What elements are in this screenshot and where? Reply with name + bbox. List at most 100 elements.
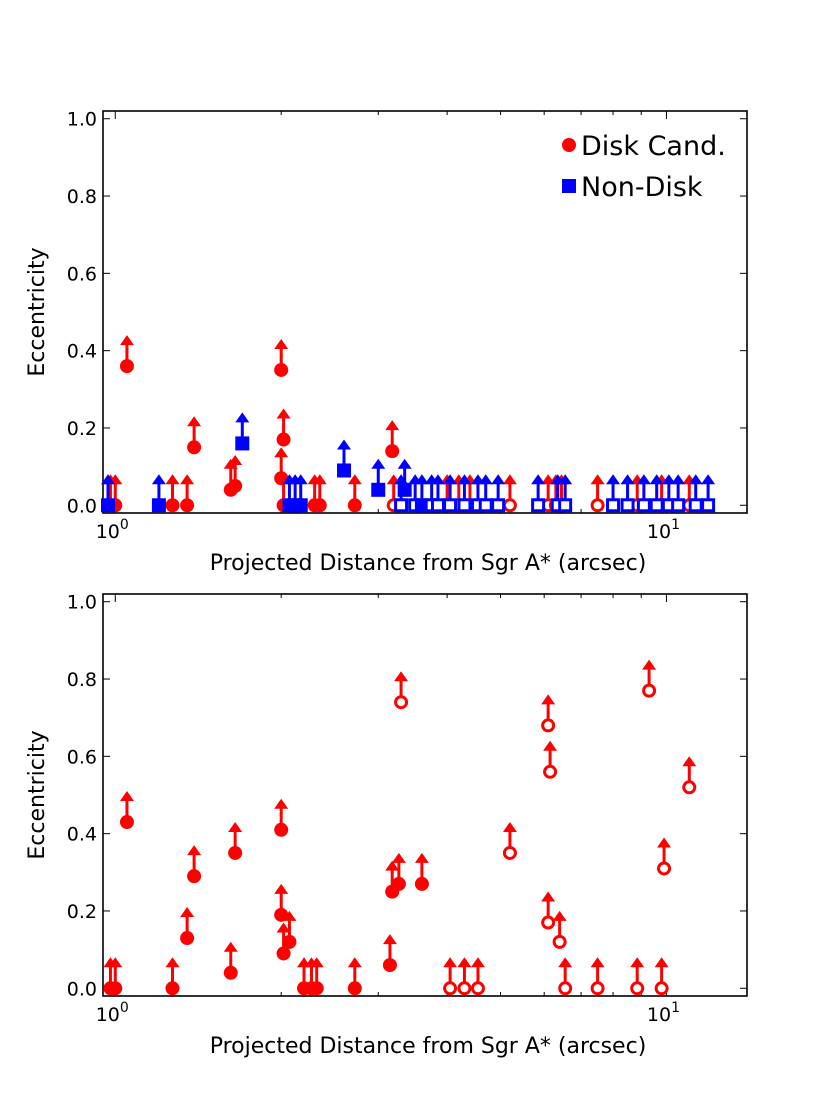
lower-limit-arrow-head xyxy=(385,860,400,871)
data-point xyxy=(443,474,458,513)
data-marker-square-open xyxy=(394,498,409,513)
data-marker-circle-open xyxy=(470,981,485,996)
data-marker-circle-open xyxy=(443,981,458,996)
data-marker-square xyxy=(293,498,308,513)
data-point xyxy=(119,335,134,374)
data-point xyxy=(414,852,429,891)
lower-limit-arrow-head xyxy=(590,474,605,485)
data-point xyxy=(382,934,397,973)
lower-limit-arrow-head xyxy=(309,957,324,968)
lower-limit-arrow-head xyxy=(180,474,195,485)
data-marker-circle xyxy=(165,981,180,996)
data-point xyxy=(397,458,412,497)
y-axis-label: Eccentricity xyxy=(25,247,50,376)
y-tick-label: 1.0 xyxy=(67,109,97,131)
data-point xyxy=(100,474,115,513)
y-tick-label: 0.6 xyxy=(67,746,97,768)
data-marker-circle xyxy=(309,981,324,996)
data-marker-circle xyxy=(347,498,362,513)
lower-limit-arrow-head xyxy=(394,671,409,682)
lower-limit-arrow-head xyxy=(457,957,472,968)
lower-limit-arrow-head xyxy=(165,474,180,485)
data-point xyxy=(312,474,327,513)
data-marker-square xyxy=(235,436,250,451)
data-point xyxy=(531,474,546,513)
data-marker-square xyxy=(100,498,115,513)
legend-label: Non-Disk xyxy=(581,172,703,203)
series-non-disk xyxy=(100,412,716,513)
lower-limit-arrow-head xyxy=(235,412,250,423)
data-point xyxy=(165,957,180,996)
data-point xyxy=(274,798,289,837)
data-point xyxy=(688,474,703,513)
data-point xyxy=(187,416,202,455)
lower-limit-arrow-head xyxy=(502,821,517,832)
data-marker-circle xyxy=(108,981,123,996)
data-marker-circle-open xyxy=(642,683,657,698)
data-point xyxy=(701,474,716,513)
lower-limit-arrow-head xyxy=(228,454,243,465)
data-marker-circle xyxy=(347,981,362,996)
lower-limit-arrow-head xyxy=(470,957,485,968)
plot-frame xyxy=(102,593,748,997)
data-marker-circle-open xyxy=(543,764,558,779)
data-point xyxy=(558,957,573,996)
data-marker-circle xyxy=(282,934,297,949)
data-point xyxy=(180,907,195,946)
data-point xyxy=(347,474,362,513)
lower-limit-arrow-head xyxy=(108,957,123,968)
lower-limit-arrow-head xyxy=(414,852,429,863)
lower-limit-arrow-head xyxy=(478,474,493,485)
data-marker-circle-open xyxy=(590,981,605,996)
lower-limit-arrow-head xyxy=(654,957,669,968)
lower-limit-arrow-head xyxy=(649,474,664,485)
data-marker-square-open xyxy=(558,498,573,513)
data-point xyxy=(620,474,635,513)
lower-limit-arrow-head xyxy=(223,941,238,952)
lower-limit-arrow-head xyxy=(397,458,412,469)
x-tick-base: 10 xyxy=(647,1004,671,1026)
data-marker-square-open xyxy=(457,498,472,513)
data-point xyxy=(636,474,651,513)
data-marker-circle-open xyxy=(558,981,573,996)
data-point xyxy=(108,957,123,996)
data-point xyxy=(606,474,621,513)
data-marker-circle xyxy=(119,359,134,374)
data-marker-circle xyxy=(228,845,243,860)
lower-limit-arrow-head xyxy=(414,474,429,485)
data-marker-square xyxy=(151,498,166,513)
lower-limit-arrow-head xyxy=(620,474,635,485)
lower-limit-arrow-head xyxy=(337,439,352,450)
x-tick-exponent: 0 xyxy=(120,517,129,533)
data-marker-square-open xyxy=(606,498,621,513)
lower-limit-arrow-head xyxy=(430,474,445,485)
legend: Disk Cand. Non-Disk xyxy=(562,131,726,203)
y-tick-label: 0.2 xyxy=(67,418,97,440)
lower-limit-arrow-head xyxy=(371,458,386,469)
lower-limit-arrow-head xyxy=(671,474,686,485)
data-point xyxy=(682,756,697,795)
data-point xyxy=(630,957,645,996)
data-point xyxy=(223,941,238,980)
data-point xyxy=(151,474,166,513)
x-tick-label: 101 xyxy=(647,1000,680,1026)
lower-limit-arrow-head xyxy=(642,659,657,670)
data-point xyxy=(491,474,506,513)
data-marker-square-open xyxy=(688,498,703,513)
data-point xyxy=(228,454,243,493)
data-point xyxy=(457,474,472,513)
data-point xyxy=(187,845,202,884)
lower-limit-arrow-head xyxy=(274,338,289,349)
lower-limit-arrow-head xyxy=(274,798,289,809)
data-point xyxy=(654,957,669,996)
data-point xyxy=(558,474,573,513)
lower-limit-arrow-head xyxy=(276,408,291,419)
y-tick-label: 1.0 xyxy=(67,592,97,614)
lower-limit-arrow-head xyxy=(606,474,621,485)
data-marker-circle-open xyxy=(457,981,472,996)
lower-limit-arrow-head xyxy=(282,910,297,921)
y-tick-label: 0.8 xyxy=(67,669,97,691)
data-point xyxy=(443,957,458,996)
data-marker-circle xyxy=(187,440,202,455)
